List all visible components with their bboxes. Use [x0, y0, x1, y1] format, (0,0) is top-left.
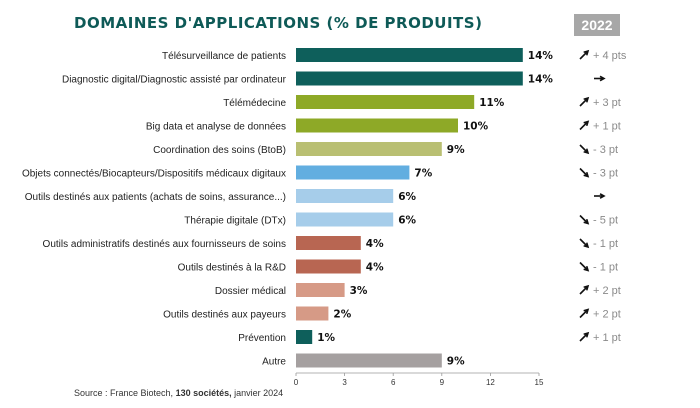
value-label: 9%: [447, 144, 465, 156]
source-suffix: janvier 2024: [234, 388, 284, 398]
bar: [296, 189, 394, 203]
value-label: 3%: [350, 285, 368, 297]
value-label: 9%: [447, 356, 465, 368]
trend-label: - 3 pt: [593, 168, 618, 180]
category-label: Objets connectés/Biocapteurs/Dispositifs…: [22, 169, 286, 180]
trend-arrow-icon: [579, 96, 590, 107]
year-badge: 2022: [574, 14, 620, 36]
trend-label: - 3 pt: [593, 144, 618, 156]
value-label: 2%: [333, 309, 351, 321]
trend-arrow-icon: [579, 331, 590, 342]
trend-label: - 1 pt: [593, 238, 618, 250]
value-label: 6%: [398, 215, 416, 227]
category-label: Thérapie digitale (DTx): [184, 216, 286, 227]
trend-label: + 1 pt: [593, 332, 621, 344]
trend-arrow-icon: [579, 284, 590, 295]
x-tick-label: 3: [342, 378, 347, 387]
trend-arrow-icon: [594, 193, 606, 199]
category-label: Dossier médical: [215, 286, 286, 297]
value-label: 11%: [479, 97, 505, 109]
bar: [296, 48, 523, 62]
category-label: Diagnostic digital/Diagnostic assisté pa…: [62, 75, 287, 86]
category-label: Outils destinés à la R&D: [178, 263, 286, 274]
category-label: Télésurveillance de patients: [162, 51, 286, 62]
category-label: Coordination des soins (BtoB): [153, 145, 286, 156]
trend-label: + 2 pt: [593, 309, 621, 321]
trend-label: + 2 pt: [593, 285, 621, 297]
value-label: 4%: [366, 238, 384, 250]
x-tick-label: 9: [440, 378, 445, 387]
x-tick-label: 12: [486, 378, 495, 387]
value-label: 4%: [366, 262, 384, 274]
bar: [296, 71, 523, 86]
bar: [296, 259, 361, 274]
category-label: Prévention: [238, 333, 286, 344]
bar: [296, 165, 410, 180]
value-label: 14%: [528, 74, 554, 86]
bar: [296, 353, 442, 368]
bar: [296, 212, 394, 227]
category-label: Autre: [262, 357, 286, 368]
category-label: Outils destinés aux patients (achats de …: [25, 192, 286, 203]
trend-arrow-icon: [579, 167, 590, 178]
bar: [296, 283, 345, 297]
bar: [296, 330, 313, 344]
category-label: Télémédecine: [223, 98, 286, 109]
source-note: Source : France Biotech, 130 sociétés, j…: [74, 388, 283, 398]
trend-arrow-icon: [579, 120, 590, 131]
trend-arrow-icon: [579, 49, 590, 60]
trend-arrow-icon: [579, 214, 590, 225]
trend-arrow-icon: [579, 238, 590, 249]
source-prefix: Source : France Biotech,: [74, 388, 174, 398]
trend-label: - 5 pt: [593, 215, 618, 227]
value-label: 14%: [528, 50, 554, 62]
value-label: 10%: [463, 121, 489, 133]
value-label: 7%: [414, 168, 432, 180]
bar: [296, 142, 442, 156]
x-tick-label: 6: [391, 378, 396, 387]
trend-label: + 1 pt: [593, 121, 621, 133]
chart-title: DOMAINES D'APPLICATIONS (% DE PRODUITS): [74, 14, 483, 32]
value-label: 6%: [398, 191, 416, 203]
category-label: Big data et analyse de données: [146, 122, 286, 133]
trend-arrow-icon: [594, 75, 606, 82]
bar: [296, 306, 329, 321]
trend-label: + 4 pts: [593, 50, 627, 62]
category-label: Outils destinés aux payeurs: [163, 310, 286, 321]
trend-label: + 3 pt: [593, 97, 621, 109]
trend-arrow-icon: [579, 308, 590, 319]
trend-arrow-icon: [579, 144, 590, 155]
value-label: 1%: [317, 332, 335, 344]
bar: [296, 95, 475, 109]
bar: [296, 236, 361, 250]
category-label: Outils administratifs destinés aux fourn…: [43, 239, 286, 250]
bar: [296, 118, 458, 133]
x-tick-label: 0: [294, 378, 299, 387]
trend-label: - 1 pt: [593, 262, 618, 274]
trend-arrow-icon: [579, 261, 590, 272]
x-tick-label: 15: [535, 378, 544, 387]
source-bold: 130 sociétés,: [175, 388, 232, 398]
